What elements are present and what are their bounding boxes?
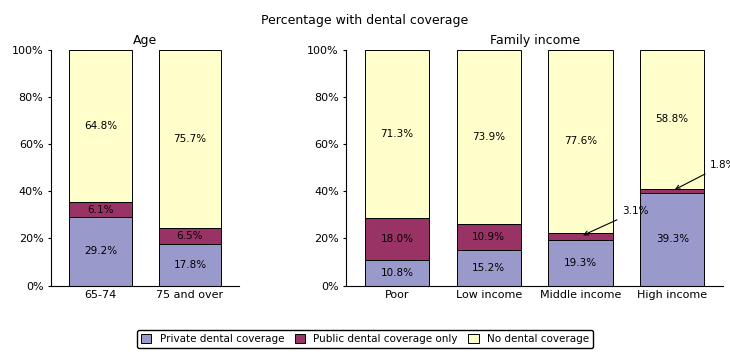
Text: 10.9%: 10.9% xyxy=(472,232,505,242)
Text: 1.8%: 1.8% xyxy=(676,160,730,189)
Legend: Private dental coverage, Public dental coverage only, No dental coverage: Private dental coverage, Public dental c… xyxy=(137,330,593,348)
Bar xyxy=(69,202,131,217)
Bar xyxy=(158,50,221,228)
Text: 6.5%: 6.5% xyxy=(177,231,203,241)
Bar xyxy=(158,244,221,286)
Text: 10.8%: 10.8% xyxy=(380,268,413,278)
Text: 75.7%: 75.7% xyxy=(174,134,207,144)
Bar xyxy=(548,50,612,233)
Bar xyxy=(548,240,612,286)
Text: 77.6%: 77.6% xyxy=(564,136,597,146)
Bar xyxy=(158,228,221,244)
Text: 18.0%: 18.0% xyxy=(380,234,413,244)
Bar xyxy=(365,260,429,286)
Text: 64.8%: 64.8% xyxy=(84,121,117,131)
Text: 58.8%: 58.8% xyxy=(656,115,689,125)
Text: 39.3%: 39.3% xyxy=(656,234,689,244)
Text: 17.8%: 17.8% xyxy=(174,260,207,270)
Bar xyxy=(640,189,704,193)
Text: 15.2%: 15.2% xyxy=(472,263,505,273)
Bar xyxy=(69,217,131,286)
Text: 73.9%: 73.9% xyxy=(472,132,505,142)
Bar xyxy=(456,50,520,224)
Text: 3.1%: 3.1% xyxy=(584,206,649,235)
Text: 71.3%: 71.3% xyxy=(380,129,413,139)
Bar xyxy=(640,50,704,189)
Text: 29.2%: 29.2% xyxy=(84,246,117,256)
Text: Percentage with dental coverage: Percentage with dental coverage xyxy=(261,14,469,27)
Title: Family income: Family income xyxy=(490,34,580,47)
Bar xyxy=(640,193,704,286)
Bar xyxy=(548,233,612,240)
Bar xyxy=(69,50,131,202)
Text: 6.1%: 6.1% xyxy=(87,205,114,215)
Bar xyxy=(365,218,429,260)
Bar xyxy=(456,224,520,250)
Title: Age: Age xyxy=(133,34,157,47)
Text: 19.3%: 19.3% xyxy=(564,258,597,268)
Bar xyxy=(365,50,429,218)
Bar xyxy=(456,250,520,286)
